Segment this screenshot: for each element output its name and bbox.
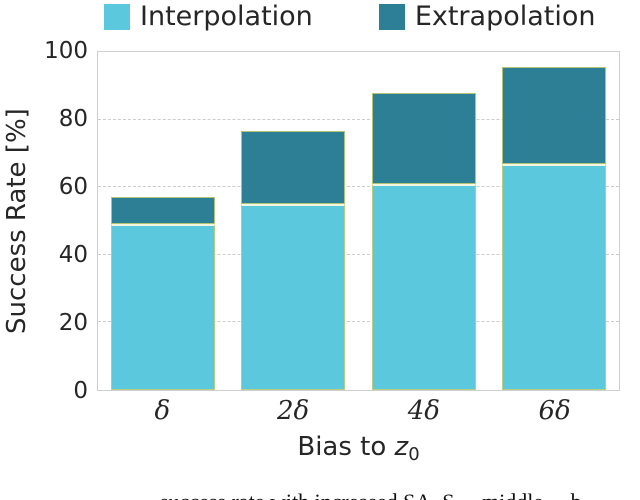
y-tick-80: 80 (58, 106, 88, 132)
bar-δ (111, 52, 216, 390)
clipped-caption-text: …success rate with increased SA. S… midd… (138, 489, 640, 500)
bar-segment-interpolation-6δ (501, 163, 606, 390)
y-tick-60: 60 (58, 174, 88, 200)
y-tick-40: 40 (58, 242, 88, 268)
y-tick-100: 100 (44, 38, 88, 64)
gridline-y-80 (98, 118, 619, 120)
x-axis-label-text: Bias to (297, 432, 395, 462)
interpolation-swatch-icon (104, 4, 130, 30)
bar-segment-interpolation-δ (111, 224, 216, 390)
gridline-y-40 (98, 253, 619, 255)
bar-4δ (371, 52, 476, 390)
bar-6δ (501, 52, 606, 390)
x-tick-δ: δ (154, 396, 171, 426)
x-axis-label: Bias to z0 (97, 432, 620, 465)
y-axis-label: Success Rate [%] (2, 108, 32, 334)
extrapolation-swatch-icon (378, 4, 405, 30)
bar-segment-interpolation-2δ (241, 204, 346, 390)
x-axis-label-variable: z (394, 432, 409, 462)
gridline-y-60 (98, 186, 619, 188)
bar-2δ (241, 52, 346, 390)
legend-item-interpolation: Interpolation (104, 3, 313, 31)
x-axis-label-subscript: 0 (408, 444, 420, 465)
legend: Interpolation Extrapolation (104, 3, 596, 31)
x-tick-2δ: 2δ (277, 396, 310, 426)
legend-label-extrapolation: Extrapolation (414, 1, 596, 32)
x-axis-ticks: δ 2δ 4δ 6δ (97, 396, 620, 426)
bar-segment-interpolation-4δ (371, 183, 476, 390)
x-tick-6δ: 6δ (538, 396, 571, 426)
bar-segment-extrapolation-4δ (371, 92, 476, 184)
x-tick-4δ: 4δ (407, 396, 440, 426)
y-tick-20: 20 (58, 310, 88, 336)
gridline-y-20 (98, 321, 619, 323)
bar-segment-extrapolation-δ (111, 197, 216, 225)
plot-area (97, 51, 620, 391)
bar-segment-extrapolation-2δ (241, 131, 346, 205)
y-tick-0: 0 (73, 378, 88, 404)
legend-item-extrapolation: Extrapolation (378, 1, 596, 32)
bar-segment-extrapolation-6δ (501, 67, 606, 164)
legend-label-interpolation: Interpolation (140, 1, 313, 32)
